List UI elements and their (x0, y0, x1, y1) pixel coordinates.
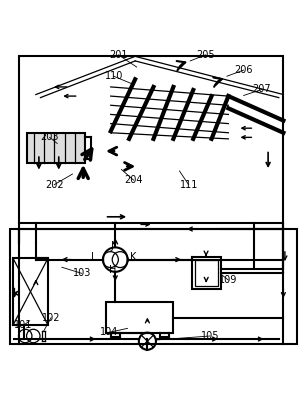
Bar (192, 256, 221, 289)
Bar (10, 229, 297, 344)
Bar (27, 133, 85, 163)
Text: J: J (111, 242, 114, 252)
Text: 101: 101 (14, 320, 33, 330)
Bar (19, 56, 283, 223)
Text: 203: 203 (40, 132, 59, 142)
Text: 204: 204 (124, 175, 143, 185)
Text: 109: 109 (219, 275, 238, 285)
Bar (106, 302, 173, 333)
Text: 102: 102 (42, 313, 60, 323)
Text: H: H (109, 265, 116, 275)
Text: 110: 110 (105, 71, 123, 81)
Bar (195, 260, 218, 286)
Text: 105: 105 (201, 331, 219, 341)
Text: 104: 104 (100, 327, 119, 337)
Text: 205: 205 (196, 50, 215, 60)
Text: 111: 111 (180, 180, 198, 190)
Text: 207: 207 (253, 84, 271, 94)
Text: 202: 202 (45, 180, 64, 190)
Text: 103: 103 (72, 268, 91, 278)
Text: I: I (91, 252, 94, 262)
Text: K: K (130, 252, 137, 262)
Bar (13, 258, 48, 325)
Text: 201: 201 (109, 50, 128, 60)
Text: 206: 206 (235, 65, 253, 75)
